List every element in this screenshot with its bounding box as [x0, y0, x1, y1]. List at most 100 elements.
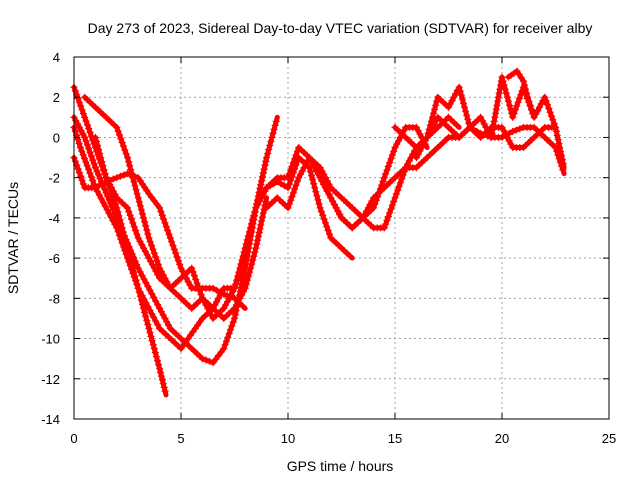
data-point [380, 224, 388, 232]
data-point [259, 169, 267, 177]
data-point [429, 123, 436, 131]
data-point [386, 209, 394, 217]
data-point [133, 190, 141, 198]
data-point [259, 213, 266, 221]
data-point [192, 276, 200, 283]
data-point [246, 268, 253, 276]
data-point [120, 171, 128, 179]
data-point [491, 113, 499, 121]
data-point [90, 160, 98, 168]
data-point [152, 253, 160, 261]
data-point [541, 93, 549, 101]
data-point [392, 190, 400, 198]
data-point [148, 310, 156, 318]
data-point [125, 258, 133, 266]
data-point [169, 242, 177, 249]
data-point [128, 250, 136, 258]
data-point [83, 162, 91, 170]
data-point [130, 223, 138, 231]
data-point [225, 294, 233, 302]
data-point [197, 291, 205, 299]
data-point [556, 144, 564, 151]
data-point [125, 208, 133, 216]
data-point [225, 330, 233, 337]
data-point [246, 228, 253, 236]
data-point [110, 207, 118, 215]
data-point [317, 208, 325, 216]
data-point [161, 219, 169, 227]
data-point [75, 169, 83, 177]
data-point [161, 314, 169, 322]
data-point [432, 101, 440, 109]
data-point [156, 365, 164, 373]
data-point [129, 269, 137, 277]
data-point [255, 229, 263, 237]
data-point [493, 101, 501, 109]
data-point [231, 314, 238, 322]
data-point [227, 326, 234, 334]
data-point [147, 333, 155, 340]
data-point [111, 220, 119, 228]
data-point [87, 152, 95, 160]
data-point [99, 198, 107, 206]
data-point [287, 166, 295, 174]
data-point [130, 273, 138, 281]
data-point [130, 178, 138, 186]
data-point [314, 196, 322, 204]
data-point [390, 147, 398, 155]
data-point [164, 227, 172, 234]
data-point [91, 133, 99, 141]
data-point [206, 357, 213, 365]
data-point [323, 223, 331, 231]
data-point [545, 105, 553, 112]
data-point [292, 181, 300, 189]
data-point [383, 166, 391, 174]
data-point [124, 254, 131, 262]
data-point [379, 177, 387, 185]
data-point [525, 97, 533, 105]
data-point [153, 257, 161, 265]
data-point [121, 247, 129, 255]
data-point [133, 230, 141, 238]
data-point [221, 341, 229, 349]
data-point [324, 227, 332, 234]
data-point [271, 121, 279, 129]
data-point [160, 383, 168, 391]
data-point [243, 276, 251, 284]
plot-frame [73, 56, 610, 420]
data-point [521, 81, 528, 89]
data-point [74, 120, 82, 128]
data-point [78, 147, 86, 155]
data-point [258, 177, 266, 185]
data-point [288, 193, 296, 200]
data-point [244, 232, 252, 240]
data-point [552, 127, 560, 135]
data-point [534, 107, 542, 115]
data-point [388, 151, 396, 159]
data-point [259, 173, 266, 181]
data-point [394, 186, 402, 194]
data-point [86, 128, 94, 136]
data-point [431, 105, 439, 113]
data-point [150, 314, 158, 321]
data-point [135, 198, 143, 206]
data-point [322, 184, 329, 192]
data-point [433, 97, 441, 105]
data-point [494, 97, 502, 105]
data-point [247, 224, 255, 232]
data-point [524, 93, 532, 101]
data-point [346, 252, 353, 260]
data-point [504, 97, 512, 105]
data-point [140, 295, 148, 303]
data-point [236, 264, 244, 272]
data-point [118, 139, 126, 146]
data-point [152, 353, 160, 361]
data-point [140, 244, 148, 252]
data-point [75, 140, 83, 147]
data-point [239, 302, 246, 310]
data-point [79, 180, 87, 188]
data-point [289, 159, 297, 167]
data-point [121, 146, 129, 154]
data-point [257, 194, 265, 202]
data-point [114, 228, 122, 236]
